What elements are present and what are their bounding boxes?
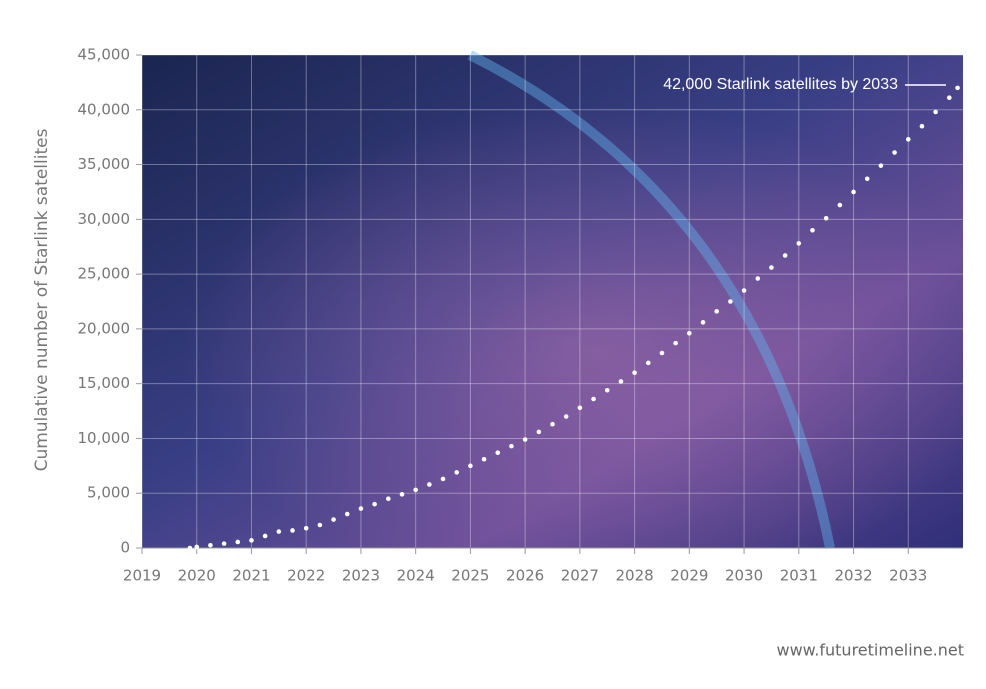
point <box>714 309 719 314</box>
point <box>851 189 856 195</box>
point <box>604 387 610 393</box>
point <box>755 276 761 281</box>
point <box>454 470 460 475</box>
point <box>468 463 473 469</box>
point <box>399 492 405 497</box>
y-tick-label: 15,000 <box>78 374 131 392</box>
y-tick-label: 35,000 <box>78 155 131 173</box>
x-tick-label: 2033 <box>889 567 927 585</box>
point <box>659 350 665 356</box>
point <box>386 496 391 502</box>
x-tick-label: 2026 <box>506 567 544 585</box>
y-tick-label: 40,000 <box>78 100 131 118</box>
point <box>741 288 747 293</box>
point <box>645 360 651 366</box>
point <box>413 487 418 493</box>
point <box>632 370 637 376</box>
source: www.futuretimeline.net <box>777 641 965 660</box>
x-tick-label: 2031 <box>780 567 818 585</box>
point <box>728 299 733 304</box>
point <box>495 450 501 455</box>
point <box>440 476 446 482</box>
point <box>823 215 829 221</box>
point <box>509 443 514 449</box>
y-tick-label: 0 <box>120 539 130 557</box>
point <box>864 176 870 182</box>
y-tick-label: 25,000 <box>78 265 131 283</box>
point <box>878 163 884 168</box>
x-tick-label: 2023 <box>342 567 380 585</box>
x-tick-label: 2032 <box>834 567 872 585</box>
point <box>577 405 583 411</box>
point <box>673 340 678 346</box>
point <box>522 437 528 442</box>
point <box>796 241 802 246</box>
point <box>262 533 268 539</box>
point <box>235 539 241 545</box>
earth-horizon <box>467 50 835 549</box>
x-tick-label: 2022 <box>287 567 325 585</box>
point <box>276 529 282 534</box>
plot-glow <box>142 55 963 548</box>
annotation: 42,000 Starlink satellites by 2033 <box>663 76 898 93</box>
y-tick-label: 20,000 <box>78 319 131 337</box>
point <box>782 253 788 258</box>
y-tick-label: 10,000 <box>78 429 131 447</box>
y-tick-label: 45,000 <box>78 46 131 64</box>
point <box>194 544 200 550</box>
point <box>372 501 377 507</box>
point <box>591 396 596 402</box>
point <box>358 506 364 511</box>
point <box>700 320 706 325</box>
point <box>687 330 692 336</box>
y-tick-label: 30,000 <box>78 210 131 228</box>
x-tick-label: 2027 <box>561 567 599 585</box>
point <box>481 456 487 462</box>
y-tick-label: 5,000 <box>87 484 130 502</box>
point <box>221 541 227 546</box>
point <box>892 150 897 155</box>
point <box>249 538 254 543</box>
point <box>563 414 569 419</box>
point <box>618 379 624 384</box>
point <box>344 511 350 517</box>
point <box>208 542 213 548</box>
point <box>536 429 542 435</box>
y-axis-label: Cumulative number of Starlink satellites <box>32 128 52 471</box>
point <box>955 85 960 91</box>
point <box>769 265 774 270</box>
point <box>317 522 323 528</box>
x-tick-label: 2020 <box>178 567 216 585</box>
x-tick-label: 2030 <box>725 567 763 585</box>
x-tick-label: 2024 <box>397 567 435 585</box>
point <box>331 517 336 522</box>
point <box>303 525 309 531</box>
point <box>187 545 193 551</box>
point <box>919 123 925 129</box>
point <box>810 227 815 233</box>
x-tick-label: 2025 <box>451 567 489 585</box>
point <box>837 202 843 208</box>
point <box>905 137 911 142</box>
x-tick-label: 2019 <box>123 567 161 585</box>
point <box>933 109 938 115</box>
point <box>290 528 295 533</box>
point <box>427 482 432 487</box>
x-tick-label: 2029 <box>670 567 708 585</box>
x-tick-label: 2021 <box>232 567 270 585</box>
point <box>947 95 952 101</box>
x-tick-label: 2028 <box>616 567 654 585</box>
point <box>550 421 555 427</box>
